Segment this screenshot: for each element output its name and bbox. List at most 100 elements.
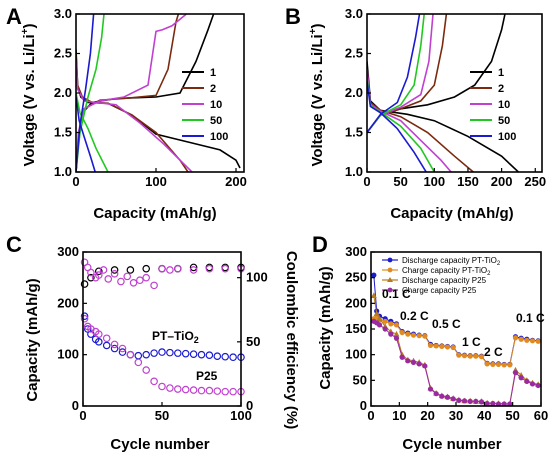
d-point xyxy=(373,310,380,316)
d-legend-marker xyxy=(387,277,393,282)
b-x-tick-label: 250 xyxy=(524,174,546,189)
panel-b-y-label: Voltage (V vs. Li/Li+) xyxy=(308,23,326,166)
b-series-1-discharge xyxy=(367,61,519,172)
d-point xyxy=(416,333,422,339)
c-point xyxy=(104,275,113,283)
d-y-tick-label: 300 xyxy=(345,244,367,259)
c-point xyxy=(197,350,206,359)
d-y-tick-label: 200 xyxy=(345,295,367,310)
b-plot-frame xyxy=(366,13,543,173)
b-x-tick-label: 150 xyxy=(457,174,479,189)
c-annotation-p25: P25 xyxy=(196,369,218,383)
d-point xyxy=(456,397,462,403)
b-y-tick-label: 3.0 xyxy=(345,6,363,21)
b-y-tick-label: 2.0 xyxy=(345,85,363,100)
d-point xyxy=(467,353,473,359)
d-rate-label: 1 C xyxy=(462,335,481,349)
b-y-tick-label: 1.0 xyxy=(345,164,363,179)
d-point xyxy=(399,329,405,336)
d-point xyxy=(393,335,400,341)
d-x-tick-label: 40 xyxy=(477,408,491,423)
d-point xyxy=(473,398,479,404)
d-point xyxy=(535,338,541,344)
a-legend-label-10: 10 xyxy=(210,99,222,111)
d-point xyxy=(473,353,479,359)
b-x-tick-label: 50 xyxy=(393,174,407,189)
d-point xyxy=(393,322,400,328)
c-point xyxy=(80,314,89,323)
panel-d: D 0 10 20 30 40 50 60 0 50 100 150 200 250 300 Dischar… xyxy=(312,232,548,453)
d-point xyxy=(382,326,388,332)
c-point xyxy=(123,272,132,281)
a-legend-label-2: 2 xyxy=(210,83,216,95)
c-point xyxy=(126,350,135,359)
d-point xyxy=(512,370,519,376)
c-point xyxy=(158,264,166,273)
c-point xyxy=(229,353,237,362)
d-series-discharge-capacity-p25 xyxy=(370,292,542,407)
c-point xyxy=(99,266,108,274)
d-legend-marker xyxy=(387,267,393,273)
c-x-tick-label: 50 xyxy=(155,408,169,423)
c-point xyxy=(150,281,158,290)
a-x-tick-label: 200 xyxy=(225,174,247,189)
c-point xyxy=(150,349,158,357)
d-point xyxy=(456,352,462,358)
d-point xyxy=(507,362,513,368)
d-point xyxy=(422,333,428,339)
c-point xyxy=(158,382,166,391)
d-point xyxy=(433,391,439,397)
d-rate-label: 0.2 C xyxy=(400,309,429,323)
d-rate-label: 0.1 C xyxy=(516,311,545,325)
d-point xyxy=(370,292,377,299)
d-point xyxy=(399,354,405,360)
c-point xyxy=(87,273,95,282)
d-series-charge-capacity-pt-tio2 xyxy=(371,315,541,368)
c-x-tick-label: 100 xyxy=(230,408,252,423)
b-x-tick-label: 0 xyxy=(363,174,370,189)
a-y-tick-label: 1.5 xyxy=(54,125,72,140)
c-y-right-tick-label: 50 xyxy=(246,334,260,349)
c-series-p25-capacity xyxy=(80,314,245,396)
d-y-tick-label: 250 xyxy=(345,270,367,285)
panel-d-y-label: Capacity (mAh/g) xyxy=(317,266,334,389)
d-point xyxy=(535,382,541,389)
b-series-2-discharge xyxy=(367,69,474,172)
c-point xyxy=(197,386,206,395)
c-point xyxy=(80,280,89,288)
c-point xyxy=(142,273,151,282)
c-point xyxy=(158,348,166,356)
c-point xyxy=(80,312,89,320)
d-point xyxy=(467,398,473,404)
c-point xyxy=(95,267,103,276)
panel-letter-d: D xyxy=(312,232,328,257)
panel-b-x-label: Capacity (mAh/g) xyxy=(390,205,513,222)
d-y-tick-label: 50 xyxy=(353,372,367,387)
d-point xyxy=(484,361,490,367)
b-series-10-discharge xyxy=(367,69,452,172)
c-point xyxy=(142,366,151,374)
c-point xyxy=(110,270,119,278)
d-y-tick-label: 150 xyxy=(345,321,367,336)
c-point xyxy=(174,349,182,357)
d-point xyxy=(376,322,383,328)
b-legend-label-50: 50 xyxy=(498,115,510,127)
d-x-tick-label: 20 xyxy=(420,408,434,423)
panel-d-x-label: Cycle number xyxy=(402,436,501,453)
d-point xyxy=(388,331,394,337)
c-point xyxy=(221,264,230,273)
c-point xyxy=(102,334,111,343)
c-point xyxy=(189,386,198,394)
c-y-tick-label: 100 xyxy=(57,347,79,362)
d-y-tick-label: 0 xyxy=(360,398,367,413)
d-point xyxy=(478,354,485,360)
c-point xyxy=(166,266,174,274)
c-y-right-tick-label: 100 xyxy=(246,270,268,285)
c-point xyxy=(213,352,222,361)
panel-letter-c: C xyxy=(6,232,22,257)
d-point xyxy=(518,336,524,342)
d-legend-label: Discharge capacity PT-TiO2 xyxy=(402,256,501,267)
c-y-tick-label: 0 xyxy=(72,398,79,413)
c-point xyxy=(110,344,119,353)
